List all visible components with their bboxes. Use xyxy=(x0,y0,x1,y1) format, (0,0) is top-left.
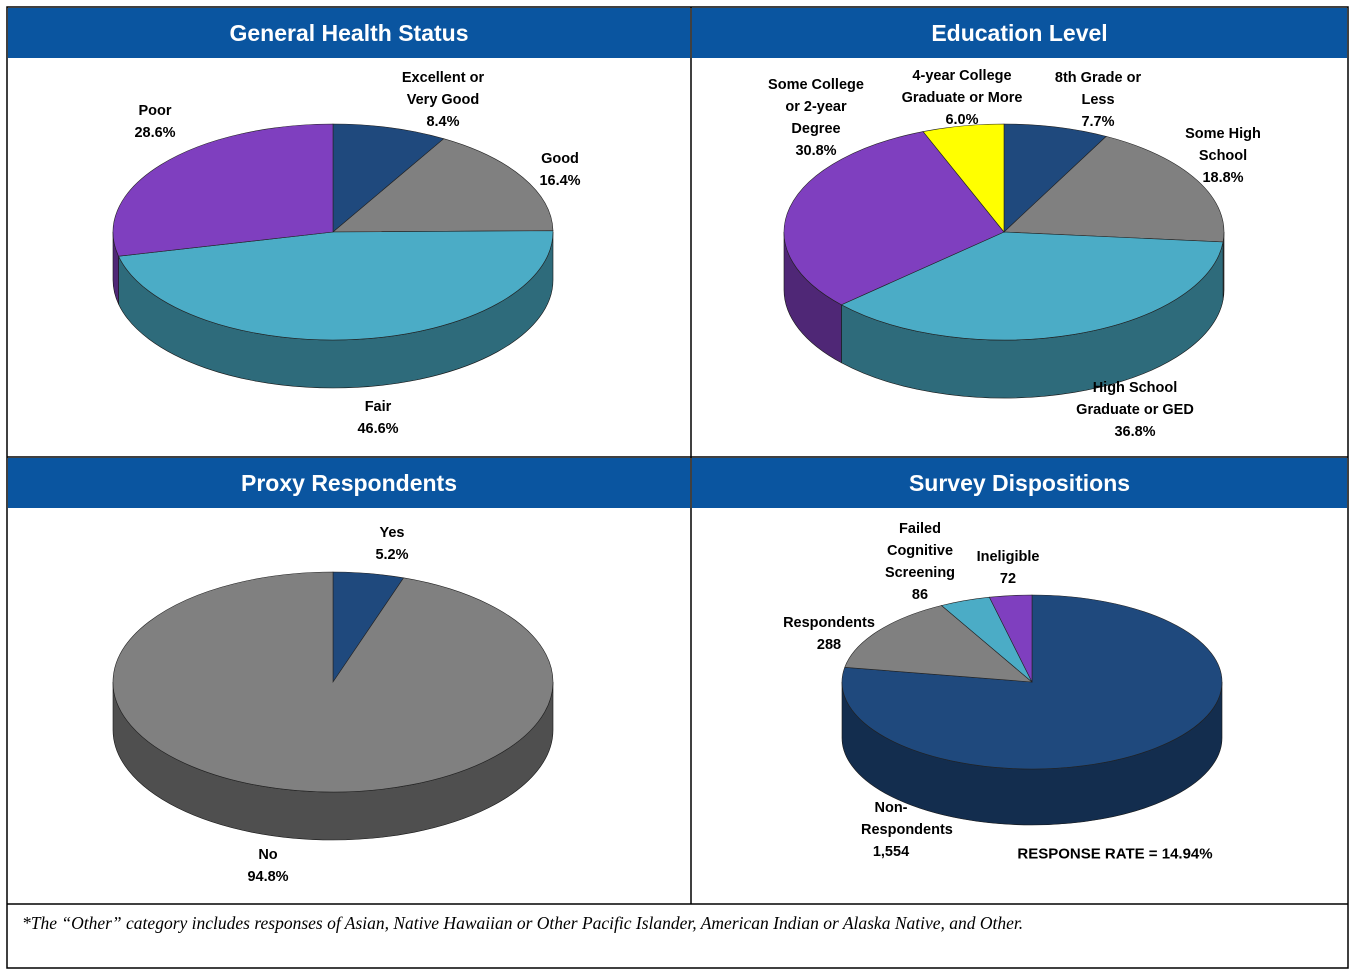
outer-border xyxy=(6,6,1349,969)
pie-slice xyxy=(332,138,554,233)
category-label: Fair xyxy=(364,399,392,415)
pie-slice xyxy=(118,230,554,341)
category-label: 4-year College Graduate or More xyxy=(901,68,1023,106)
data-label: Some High School 18.8% xyxy=(1176,123,1271,189)
pie-slice xyxy=(112,571,554,793)
value-label: 1,554 xyxy=(872,844,910,860)
data-label: Good 16.4% xyxy=(520,148,600,192)
pie-slice xyxy=(844,605,1033,683)
chart-title: Survey Dispositions xyxy=(692,458,1347,508)
value-label: 94.8% xyxy=(247,869,289,885)
value-label: 7.7% xyxy=(1081,114,1115,130)
pie-slice xyxy=(1003,136,1225,243)
data-label: Excellent or Very Good 8.4% xyxy=(388,67,498,133)
value-label: 5.2% xyxy=(375,547,409,563)
value-label: 86 xyxy=(911,587,929,603)
category-label: Some High School xyxy=(1185,126,1261,164)
category-label: Some College or 2-year Degree xyxy=(768,77,864,137)
pie-slice xyxy=(112,123,334,257)
value-label: 288 xyxy=(816,637,842,653)
data-label: Non-Respondents 1,554 xyxy=(861,797,953,863)
category-label: Non-Respondents xyxy=(861,800,953,838)
category-label: Good xyxy=(541,151,579,167)
data-label: Some College or 2-year Degree 30.8% xyxy=(762,74,870,162)
category-label: Yes xyxy=(379,525,405,541)
data-label: Yes 5.2% xyxy=(352,522,432,566)
category-label: 8th Grade or Less xyxy=(1054,70,1142,108)
footnote: *The “Other” category includes responses… xyxy=(22,913,1024,933)
value-label: 30.8% xyxy=(795,143,837,159)
value-label: 6.0% xyxy=(945,112,979,128)
data-label: No 94.8% xyxy=(228,844,308,888)
data-label: Respondents 288 xyxy=(774,612,884,656)
category-label: Failed Cognitive Screening xyxy=(884,521,956,581)
pie-slice xyxy=(922,123,1005,233)
category-label: High School Graduate or GED xyxy=(1076,380,1194,418)
value-label: 46.6% xyxy=(357,421,399,437)
annotation: RESPONSE RATE = 14.94% xyxy=(1017,845,1213,863)
category-label: Ineligible xyxy=(976,549,1040,565)
pie-slice xyxy=(988,594,1033,683)
data-label: Fair 46.6% xyxy=(338,396,418,440)
pie-slice xyxy=(1003,123,1107,233)
data-label: Poor 28.6% xyxy=(115,100,195,144)
pie-slice xyxy=(783,131,1005,306)
value-label: 36.8% xyxy=(1114,424,1156,440)
data-label: High School Graduate or GED 36.8% xyxy=(1068,377,1203,443)
category-label: Excellent or Very Good xyxy=(401,70,485,108)
chart-title: Education Level xyxy=(692,8,1347,58)
value-label: 8.4% xyxy=(426,114,460,130)
data-label: 4-year College Graduate or More 6.0% xyxy=(890,65,1035,131)
category-label: Respondents xyxy=(783,615,875,631)
value-label: 28.6% xyxy=(134,125,176,141)
value-label: 18.8% xyxy=(1202,170,1244,186)
data-label: Ineligible 72 xyxy=(963,546,1053,590)
chart-title: General Health Status xyxy=(8,8,690,58)
pie-slice xyxy=(332,123,445,233)
chart-title: Proxy Respondents xyxy=(8,458,690,508)
data-label: Failed Cognitive Screening 86 xyxy=(878,518,963,606)
value-label: 72 xyxy=(999,571,1017,587)
category-label: No xyxy=(258,847,278,863)
value-label: 16.4% xyxy=(539,173,581,189)
pie-slice xyxy=(840,231,1224,341)
category-label: Poor xyxy=(138,103,172,119)
data-label: 8th Grade or Less 7.7% xyxy=(1046,67,1151,133)
